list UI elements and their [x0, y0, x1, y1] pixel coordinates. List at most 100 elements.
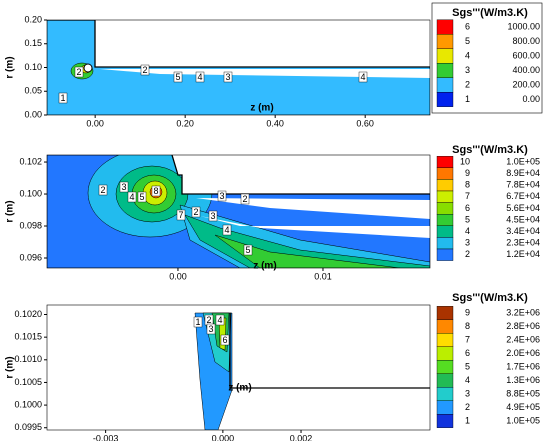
- x-axis-label: z (m): [228, 383, 251, 394]
- legend-label: 200.00: [512, 79, 540, 89]
- empty-region: [172, 155, 430, 194]
- legend-label: 7.8E+04: [506, 180, 540, 190]
- legend-level: 3: [465, 238, 470, 248]
- y-tick-label: 0.20: [24, 14, 42, 24]
- legend-swatch: [436, 190, 454, 203]
- x-tick-label: 0.00: [86, 118, 104, 128]
- contour-tag: 4: [217, 315, 222, 325]
- legend-label: 3.4E+04: [506, 226, 540, 236]
- contour-tag-box: [58, 92, 68, 104]
- contour-tag: 3: [121, 182, 126, 192]
- legend-level: 6: [465, 21, 470, 31]
- legend-label: 3.2E+06: [506, 307, 540, 317]
- wall: [47, 20, 430, 68]
- contour-tag-box: [195, 71, 205, 83]
- x-tick-label: 0.00: [169, 271, 187, 281]
- contour-tag-box: [217, 190, 227, 202]
- legend-swatch: [436, 400, 454, 415]
- empty-region: [196, 198, 430, 219]
- y-tick-label: 0.0995: [14, 422, 42, 432]
- contour-tag: 2: [242, 194, 247, 204]
- legend-swatch: [436, 63, 454, 78]
- legend-level: 7: [465, 334, 470, 344]
- contour-tag: 4: [197, 72, 202, 82]
- y-tick-label: 0.10: [24, 62, 42, 72]
- legend-label: 8.8E+05: [506, 388, 540, 398]
- x-tick-label: -0.003: [93, 433, 119, 441]
- y-tick-label: 0.1000: [14, 399, 42, 409]
- contour-tag-box: [176, 209, 186, 221]
- legend-title: Sgs'''(W/m3.K): [452, 292, 528, 304]
- legend-label: 5.6E+04: [506, 203, 540, 213]
- contour-tag: 4: [360, 72, 365, 82]
- y-tick-label: 0.1010: [14, 354, 42, 364]
- legend-swatch: [436, 213, 454, 226]
- contour-tag: 2: [100, 185, 105, 195]
- legend-level: 4: [465, 375, 470, 385]
- contour-tag-box: [208, 210, 218, 222]
- legend-label: 1000.00: [507, 21, 540, 31]
- x-tick-label: 0.40: [266, 118, 284, 128]
- y-tick-label: 0.00: [24, 109, 42, 119]
- y-tick-label: 0.098: [19, 220, 42, 230]
- plot-frame: [46, 304, 431, 431]
- x-tick-label: 0.20: [176, 118, 194, 128]
- legend-swatch: [436, 319, 454, 334]
- legend-label: 2.0E+06: [506, 348, 540, 358]
- legend-level: 4: [465, 50, 470, 60]
- contour-tag: 1: [195, 317, 200, 327]
- contour-tag-box: [173, 71, 183, 83]
- contour-tag: 5: [175, 72, 180, 82]
- contour-tag: 2: [206, 315, 211, 325]
- legend-swatch: [436, 155, 454, 168]
- legend-label: 0.00: [522, 94, 540, 104]
- legend-level: 2: [465, 79, 470, 89]
- y-axis-label: r (m): [5, 56, 16, 78]
- legend-level: 5: [465, 36, 470, 46]
- legend-level: 9: [465, 307, 470, 317]
- legend-title: Sgs'''(W/m3.K): [452, 144, 528, 156]
- plot-area: [194, 312, 430, 430]
- contour-tag: 6: [222, 335, 227, 345]
- contour-tag-box: [127, 191, 137, 203]
- legend-swatch: [436, 167, 454, 180]
- legend-label: 1.3E+06: [506, 375, 540, 385]
- legend-swatch: [436, 19, 454, 35]
- legend-level: 2: [465, 402, 470, 412]
- legend-swatch: [436, 333, 454, 347]
- contour-tag: 2: [142, 65, 147, 75]
- contour-tag-box: [98, 184, 108, 196]
- legend-swatch: [436, 387, 454, 401]
- contour-tag: 4: [224, 225, 229, 235]
- x-tick-label: 0.000: [212, 433, 235, 441]
- legend-level: 6: [465, 203, 470, 213]
- legend-swatch: [436, 360, 454, 374]
- contour-tag: 8: [153, 186, 158, 196]
- x-axis-label: z (m): [253, 261, 276, 272]
- plot-area: [47, 155, 430, 268]
- contour-tag: 5: [245, 245, 250, 255]
- y-tick-label: 0.1020: [14, 309, 42, 319]
- legend-level: 10: [460, 156, 470, 166]
- legend-level: 3: [465, 388, 470, 398]
- plot-area: [47, 20, 430, 115]
- legend-swatch: [436, 77, 454, 93]
- legend-level: 1: [465, 415, 470, 425]
- y-axis-label: r (m): [5, 200, 16, 222]
- legend-level: 1: [465, 94, 470, 104]
- contour-tag: 3: [219, 191, 224, 201]
- contour-tag: 3: [210, 211, 215, 221]
- contour-tag: 7: [178, 210, 183, 220]
- legend-swatch: [436, 34, 454, 49]
- contour-tag-box: [137, 191, 147, 203]
- legend-level: 2: [465, 249, 470, 259]
- contour-tag-box: [215, 314, 225, 326]
- legend-label: 2.4E+06: [506, 334, 540, 344]
- contour-tag-box: [74, 66, 84, 78]
- legend-label: 1.7E+06: [506, 361, 540, 371]
- contour-tag-box: [222, 224, 232, 236]
- legend-label: 1.2E+04: [506, 249, 540, 259]
- wall: [171, 155, 430, 195]
- contour-tag: 4: [129, 192, 134, 202]
- y-tick-label: 0.100: [19, 188, 42, 198]
